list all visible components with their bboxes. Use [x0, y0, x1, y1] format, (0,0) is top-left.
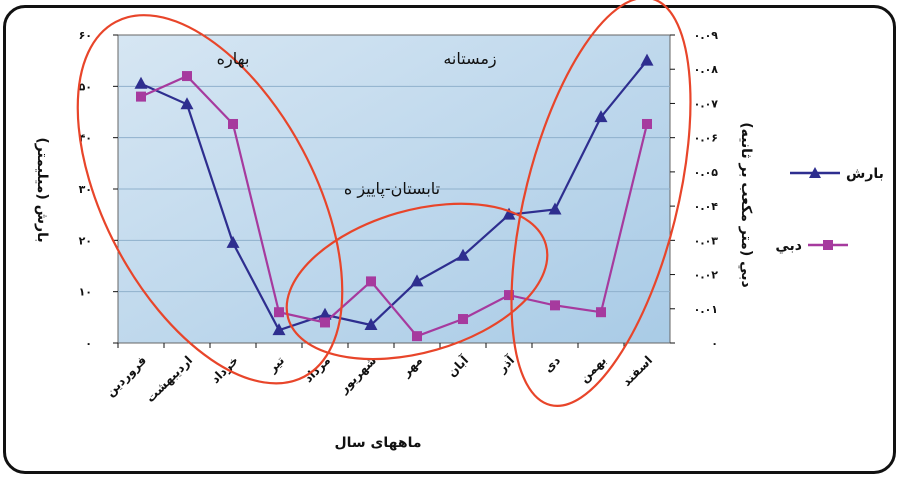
x-tick-label: فروردین [103, 353, 150, 400]
series-lines [140, 60, 649, 338]
y-tick-label: ۰ [85, 337, 92, 350]
data-point-barsh [364, 318, 378, 331]
legend-label-dabi: دبي [775, 238, 802, 254]
x-tick-label: تیر [265, 353, 288, 376]
y2-tick-label: ۰.۰۶ [694, 132, 718, 145]
data-point-barsh [410, 274, 424, 287]
series-line-0 [140, 60, 648, 332]
data-point-barsh [456, 248, 470, 261]
season-highlights [76, 0, 692, 407]
data-point-barsh [134, 76, 148, 89]
y2-tick-label: ۰ [711, 337, 718, 350]
data-point-barsh [272, 323, 286, 336]
x-tick-label: مرداد [301, 353, 333, 385]
x-tick-label: اسفند [619, 353, 655, 389]
highlight-ellipse-spring [76, 14, 344, 385]
series-line-1 [140, 74, 649, 338]
legend-label-barsh: بارش [846, 166, 884, 182]
data-point-barsh [548, 202, 562, 215]
highlight-ellipse-winter [510, 0, 692, 407]
y-tick-label: ۴۰ [79, 132, 92, 145]
y-axis-title: بارش (میلیمتر) [34, 137, 50, 242]
x-tick-label: اردیبهشت [143, 353, 195, 405]
legend-marker-barsh [809, 167, 821, 178]
data-point-dabi [596, 307, 606, 318]
y2-tick-label: ۰.۰۷ [694, 97, 719, 110]
data-point-dabi [550, 300, 560, 311]
grid [118, 85, 670, 293]
y-tick-label: ۲۰ [79, 234, 92, 247]
y2-tick-label: ۰.۰۱ [694, 303, 718, 316]
data-point-barsh [640, 53, 654, 66]
data-point-barsh [180, 97, 194, 110]
data-point-barsh [502, 207, 516, 220]
x-tick-label: خرداد [208, 353, 241, 386]
series-markers [134, 53, 654, 342]
y-tick-label: ۶۰ [79, 29, 92, 42]
data-point-dabi [412, 331, 422, 342]
annotation-winter: زمستانه [443, 49, 496, 69]
y2-tick-label: ۰.۰۸ [694, 63, 719, 76]
data-point-dabi [228, 118, 238, 129]
annotation-summer-autumn: تابستان-پاییز ه [344, 179, 440, 199]
y2-tick-label: ۰.۰۲ [694, 269, 719, 282]
data-point-barsh [226, 235, 240, 248]
data-point-barsh [318, 307, 332, 320]
x-axis-title: ماههای سال [334, 435, 421, 451]
y2-tick-label: ۰.۰۴ [694, 200, 719, 213]
x-tick-label: آبان [444, 352, 472, 380]
data-point-dabi [274, 307, 284, 318]
x-tick-label: دی [541, 353, 563, 375]
legend-marker-dabi [823, 240, 833, 250]
data-point-barsh [594, 110, 608, 123]
y2-tick-label: ۰.۰۵ [694, 166, 719, 179]
data-point-dabi [642, 118, 652, 129]
y2-tick-label: ۰.۰۹ [694, 29, 719, 42]
x-tick-label: بهمن [577, 353, 609, 385]
y2-tick-label: ۰.۰۳ [694, 234, 719, 247]
y-tick-label: ۳۰ [79, 183, 92, 196]
y-tick-label: ۱۰ [79, 286, 92, 299]
data-point-dabi [320, 317, 330, 328]
x-tick-label: آذر [494, 352, 518, 376]
data-point-dabi [504, 290, 514, 301]
data-point-dabi [182, 71, 192, 82]
data-point-dabi [458, 314, 468, 325]
data-point-dabi [136, 91, 146, 102]
data-point-dabi [366, 276, 376, 287]
y-tick-label: ۵۰ [79, 80, 92, 93]
legend: بارش دبي [775, 166, 884, 254]
y2-axis-title: دبي (متر مكعب بر ثانیه) [738, 122, 754, 287]
annotation-spring: بهاره [217, 49, 250, 69]
highlight-ellipse-summer-autumn [285, 202, 549, 361]
